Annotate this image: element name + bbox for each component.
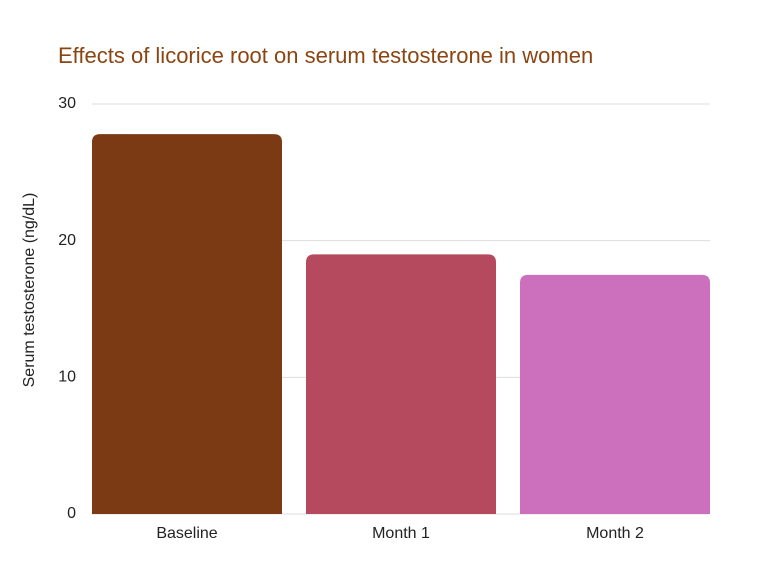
y-tick-label: 20 (58, 232, 76, 249)
bar (520, 274, 710, 514)
y-tick-label: 10 (58, 369, 76, 386)
bar (92, 134, 282, 515)
bar (306, 254, 496, 515)
y-tick-label: 30 (58, 95, 76, 112)
x-tick-label: Baseline (156, 525, 217, 542)
y-axis-label: Serum testosterone (ng/dL) (21, 193, 38, 388)
x-tick-label: Month 1 (372, 525, 430, 542)
x-tick-label: Month 2 (586, 525, 644, 542)
chart-title: Effects of licorice root on serum testos… (58, 43, 593, 68)
y-tick-label: 0 (67, 505, 76, 522)
